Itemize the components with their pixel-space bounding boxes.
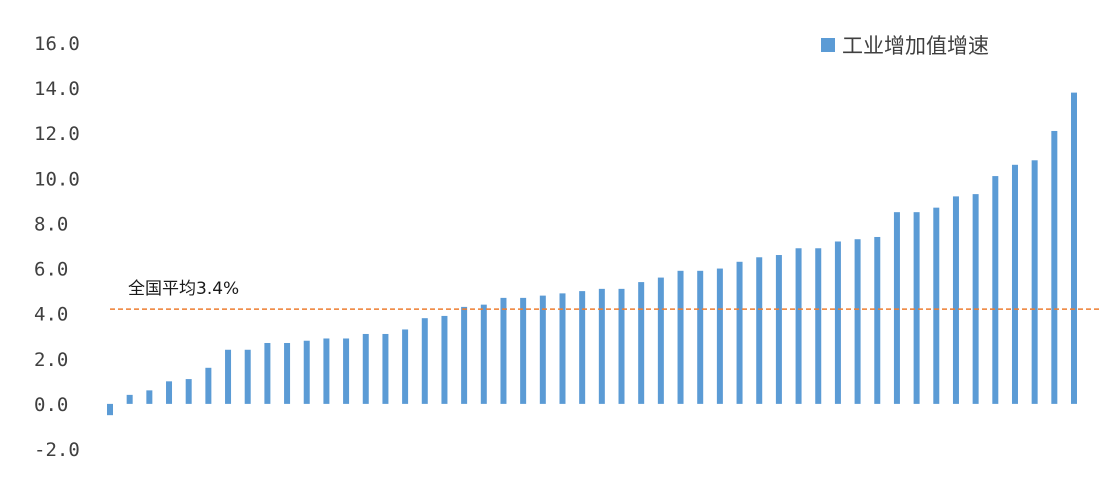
bar	[166, 381, 173, 404]
bar	[284, 342, 291, 404]
bar	[795, 248, 802, 404]
bar	[677, 270, 684, 404]
bars-group	[107, 92, 1077, 416]
bar	[638, 282, 645, 404]
bar	[1071, 92, 1077, 404]
y-tick-label: 4.0	[34, 304, 68, 326]
bar	[205, 367, 212, 404]
bar	[657, 277, 664, 404]
legend-swatch	[821, 38, 835, 52]
bar	[520, 297, 527, 404]
bar	[126, 394, 133, 404]
bar	[323, 338, 330, 404]
bar	[559, 293, 566, 404]
bar	[854, 239, 861, 404]
y-tick-label: 16.0	[34, 33, 80, 55]
bar	[461, 306, 468, 404]
bar	[716, 268, 723, 404]
bar	[343, 338, 350, 404]
y-axis-ticks: 16.0 14.0 12.0 10.0 8.0 6.0 4.0 2.0 0.0 -2.0	[34, 33, 80, 461]
bar	[421, 318, 428, 404]
bar	[303, 340, 310, 404]
y-tick-label: 8.0	[34, 213, 68, 235]
bar	[933, 207, 940, 404]
legend: 工业增加值增速	[821, 34, 989, 58]
bar	[893, 212, 900, 404]
bar	[834, 241, 841, 404]
bar	[1031, 160, 1038, 404]
bar	[107, 403, 113, 416]
bar	[480, 304, 487, 404]
bar	[815, 248, 822, 404]
bar	[382, 333, 389, 404]
y-tick-label: 10.0	[34, 168, 80, 190]
bar	[146, 390, 153, 404]
bar	[1051, 130, 1058, 404]
y-tick-label: 6.0	[34, 259, 68, 281]
bar	[539, 295, 546, 404]
bar	[441, 315, 448, 404]
bar	[952, 196, 959, 404]
bar	[775, 255, 782, 404]
bar	[972, 194, 979, 404]
y-tick-label: 12.0	[34, 123, 80, 145]
bar	[1011, 164, 1018, 404]
y-tick-label: -2.0	[34, 439, 80, 461]
legend-label: 工业增加值增速	[842, 34, 989, 58]
bar	[913, 212, 920, 404]
bar	[992, 176, 999, 404]
national-average-label: 全国平均3.4%	[128, 279, 239, 299]
bar	[618, 288, 625, 404]
bar	[244, 349, 251, 404]
bar	[225, 349, 232, 404]
bar	[500, 297, 507, 404]
bar	[185, 379, 192, 404]
bar	[598, 288, 605, 404]
bar	[697, 270, 704, 404]
bar	[579, 291, 586, 404]
bar	[736, 261, 743, 404]
bar	[362, 333, 369, 404]
bar	[264, 342, 271, 404]
bar	[402, 329, 409, 404]
y-tick-label: 0.0	[34, 394, 68, 416]
bar	[756, 257, 763, 404]
y-tick-label: 14.0	[34, 78, 80, 100]
y-tick-label: 2.0	[34, 349, 68, 371]
bar	[874, 236, 881, 404]
